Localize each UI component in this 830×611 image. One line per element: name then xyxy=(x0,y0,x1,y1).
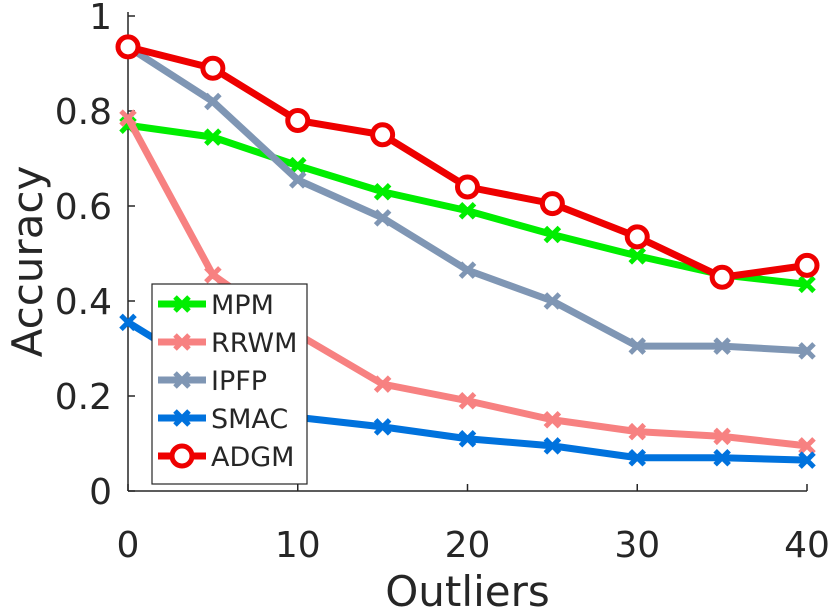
adgm-point xyxy=(200,55,226,81)
smac-point xyxy=(628,448,647,467)
legend-label-mpm: MPM xyxy=(211,290,274,321)
legend-marker-adgm xyxy=(169,443,195,469)
adgm-point xyxy=(624,224,650,250)
ipfp-point xyxy=(458,261,477,279)
legend-label-rrwm: RRWM xyxy=(211,328,297,359)
adgm-point xyxy=(285,108,311,133)
adgm-point xyxy=(370,122,396,148)
ipfp-point xyxy=(373,209,392,227)
x-tick-label: 40 xyxy=(784,525,830,566)
ipfp-point xyxy=(543,292,562,310)
x-tick-label: 0 xyxy=(117,525,140,566)
legend-label-adgm: ADGM xyxy=(211,442,294,473)
series-ipfp xyxy=(119,38,816,360)
smac-point xyxy=(373,418,392,436)
mpm-point xyxy=(458,201,477,220)
adgm-point xyxy=(115,34,141,60)
ipfp-point xyxy=(798,342,816,360)
rrwm-point xyxy=(373,375,392,393)
mpm-point xyxy=(373,182,392,201)
y-tick-label: 0.2 xyxy=(55,377,112,418)
legend: MPM RRWM IPFP SMAC ADGM xyxy=(151,283,308,485)
adgm-point xyxy=(539,191,565,217)
rrwm-point xyxy=(543,410,562,429)
ipfp-point xyxy=(713,337,731,355)
y-tick-label: 0.8 xyxy=(55,92,112,133)
smac-point xyxy=(458,429,477,448)
x-tick-label: 30 xyxy=(614,525,660,566)
legend-item-adgm: ADGM xyxy=(158,442,294,473)
mpm-point xyxy=(204,128,222,146)
y-tick-label: 0.6 xyxy=(55,187,112,228)
y-tick-label: 0 xyxy=(89,472,112,513)
x-axis-title: Outliers xyxy=(385,567,549,611)
mpm-point xyxy=(798,275,816,294)
y-tick-label: 1 xyxy=(89,0,112,38)
legend-marker-rrwm xyxy=(173,333,191,351)
y-tick-label: 0.4 xyxy=(55,282,112,323)
x-tick-label: 20 xyxy=(445,525,491,566)
mpm-line xyxy=(124,121,811,288)
series-adgm xyxy=(115,34,820,290)
legend-marker-smac xyxy=(173,409,191,427)
smac-point xyxy=(713,448,731,467)
adgm-point xyxy=(455,174,480,200)
legend-item-rrwm: RRWM xyxy=(158,328,297,359)
axes: 0 10 20 30 40 0 0.2 0.4 0.6 0.8 1 xyxy=(55,0,830,566)
x-tick-label: 10 xyxy=(275,525,321,566)
legend-item-smac: SMAC xyxy=(158,404,288,435)
legend-marker-mpm xyxy=(173,295,191,313)
smac-point xyxy=(119,313,137,332)
ipfp-point xyxy=(628,337,647,355)
legend-marker-ipfp xyxy=(173,371,191,389)
legend-label-ipfp: IPFP xyxy=(211,366,267,397)
y-axis-title: Accuracy xyxy=(3,166,52,358)
rrwm-point xyxy=(119,109,137,127)
ipfp-point xyxy=(288,171,307,189)
adgm-line xyxy=(124,43,811,281)
mpm-point xyxy=(543,225,562,244)
legend-item-mpm: MPM xyxy=(158,290,274,321)
mpm-point xyxy=(628,247,647,265)
rrwm-point xyxy=(628,422,647,441)
mpm-point xyxy=(288,156,307,175)
rrwm-point xyxy=(204,266,222,284)
adgm-point xyxy=(794,252,820,278)
legend-item-ipfp: IPFP xyxy=(158,366,267,397)
adgm-point xyxy=(709,264,735,290)
legend-label-smac: SMAC xyxy=(211,404,288,435)
rrwm-point xyxy=(798,437,816,455)
ipfp-point xyxy=(204,92,222,111)
smac-point xyxy=(543,437,562,455)
smac-point xyxy=(798,451,816,469)
rrwm-point xyxy=(713,427,731,446)
rrwm-point xyxy=(458,391,477,410)
series-mpm xyxy=(119,116,816,294)
